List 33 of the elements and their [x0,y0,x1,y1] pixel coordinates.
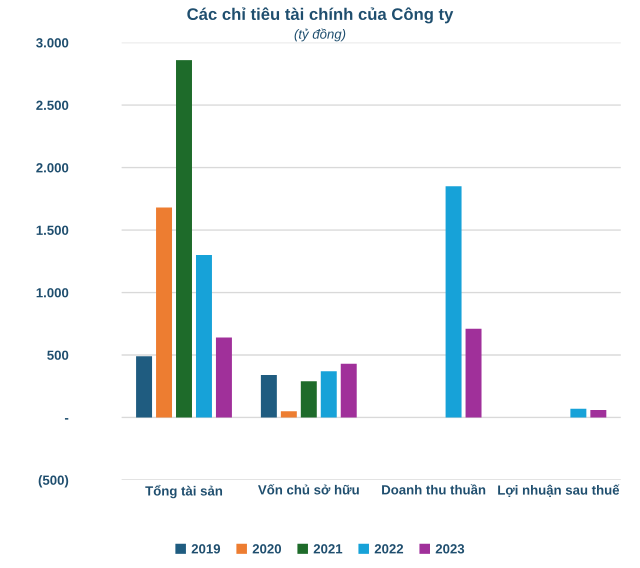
legend-label: 2023 [436,544,464,554]
legend-label: 2019 [192,544,220,554]
bar [446,186,462,418]
bar [260,374,277,418]
y-tick-label: 1.500 [36,226,68,235]
bar [340,364,357,418]
y-tick-label: 2.500 [36,100,68,110]
bar [570,408,586,418]
x-tick-label: Doanh thu thuần [382,484,486,495]
y-tick-label: 2.000 [36,163,68,172]
bar [216,338,232,418]
chart-subtitle: (tỷ đồng) [294,28,346,42]
bar [136,356,152,418]
y-tick-label: 500 [47,350,68,360]
x-tick-label: Lợi nhuận sau thuế [498,484,620,497]
legend-label: 2022 [374,544,404,554]
x-tick-label: Vốn chủ sở hữu [258,484,359,495]
bar [156,208,172,418]
bar [280,411,297,418]
y-tick-label: 1.000 [36,288,68,298]
bar [466,328,482,418]
y-tick-label: 3.000 [36,38,68,48]
legend-label: 2020 [252,544,282,554]
legend-label: 2021 [314,544,342,554]
bar [196,255,212,418]
x-tick-label: Tổng tài sản [145,484,222,498]
y-tick-label: - [64,418,68,420]
chart-title: Các chỉ tiêu tài chính của Công ty [187,7,454,24]
bar [590,410,606,418]
y-tick-label: (500) [38,475,68,488]
bar [300,381,317,418]
bar [176,60,192,418]
bar [320,371,337,418]
